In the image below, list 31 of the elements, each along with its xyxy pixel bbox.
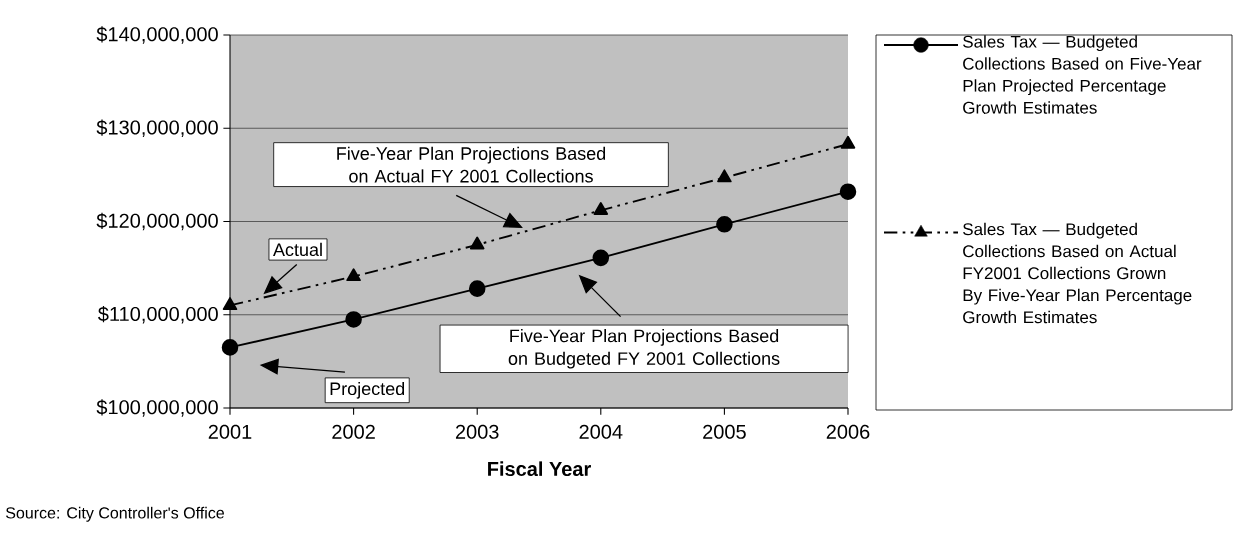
y-tick-label: $110,000,000 <box>98 306 218 324</box>
point <box>346 268 361 282</box>
point <box>592 249 610 267</box>
point <box>839 183 857 200</box>
point <box>468 280 486 297</box>
point <box>716 216 733 233</box>
legend-label: Sales Tax — Budgeted Collections Based on Actual FY2001 Collections Grown By Five-Year Plan Percentage Growth Estimates <box>963 222 1192 324</box>
x-tick-label: 2001 <box>208 424 252 439</box>
legend-label: Sales Tax — Budgeted Collections Based on Five-Year Plan Projected Percentage Growth Estimates <box>963 35 1202 114</box>
point <box>593 202 609 215</box>
y-tick-label: $140,000,000 <box>96 26 218 44</box>
annotation: Five-Year Plan Projections Based on Budgeted FY 2001 Collections <box>508 329 780 369</box>
point <box>221 339 239 356</box>
point <box>840 135 856 149</box>
x-axis-title: Fiscal Year <box>488 461 591 477</box>
y-tick-label: $100,000,000 <box>96 399 218 417</box>
point <box>345 311 362 328</box>
x-tick-label: 2002 <box>332 424 375 439</box>
x-tick-label: 2006 <box>826 424 870 439</box>
x-tick-label: 2005 <box>703 424 746 439</box>
point <box>717 169 732 183</box>
annotation: Projected <box>330 381 405 399</box>
point <box>222 297 238 311</box>
annotation: Actual <box>273 242 322 257</box>
x-tick-label: 2003 <box>455 424 499 439</box>
x-tick-label: 2004 <box>579 424 623 439</box>
y-tick-label: $130,000,000 <box>96 119 218 137</box>
annotation: Five-Year Plan Projections Based on Actual FY 2001 Collections <box>337 146 606 183</box>
source-note: Source: City Controller's Office <box>6 506 224 522</box>
point <box>469 236 485 250</box>
y-tick-label: $120,000,000 <box>96 212 218 231</box>
